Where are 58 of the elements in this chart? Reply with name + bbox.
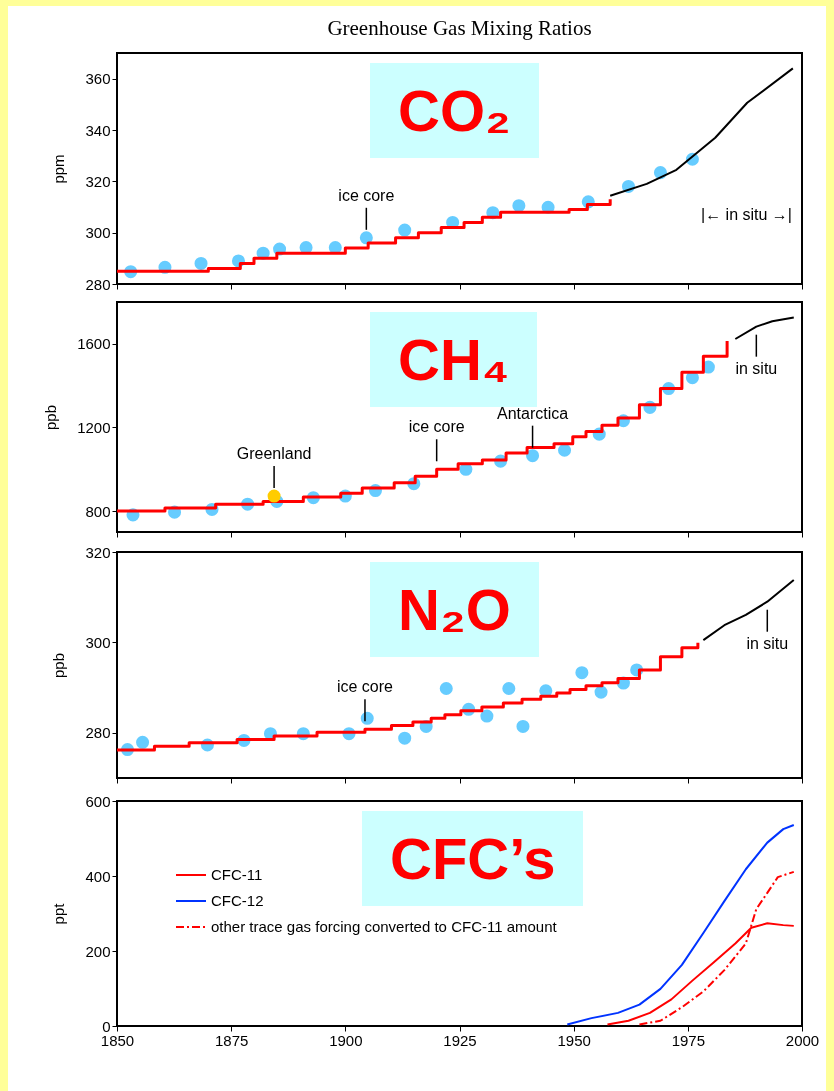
x-tick-label: 1925	[443, 1031, 477, 1049]
y-axis-title: ppt	[50, 902, 68, 925]
y-tick-label: 340	[85, 121, 111, 139]
y-tick-label: 320	[85, 543, 111, 561]
legend-label: CFC-11	[211, 866, 263, 883]
chart-subtitle: CO₂	[370, 63, 539, 159]
point	[267, 489, 281, 503]
y-tick-label: 1200	[77, 418, 111, 436]
point	[194, 256, 208, 270]
chart-subtitle: CFC’s	[362, 811, 584, 907]
y-tick-label: 280	[85, 275, 111, 293]
line-series	[609, 67, 794, 197]
x-tick-label: 1875	[214, 1031, 249, 1049]
y-tick-label: 360	[85, 70, 111, 88]
annotation: Greenland	[236, 445, 312, 463]
annotation: Antarctica	[497, 404, 569, 422]
y-tick-label: 320	[85, 172, 111, 190]
annotation: ice core	[408, 418, 465, 436]
point	[594, 685, 608, 699]
legend-label: CFC-12	[211, 892, 264, 909]
point	[439, 682, 453, 696]
annotation: |← in situ →|	[701, 205, 792, 223]
annotation: in situ	[735, 359, 778, 377]
x-tick-label: 1975	[671, 1031, 706, 1049]
y-tick-label: 800	[85, 502, 111, 520]
y-tick-label: 280	[85, 724, 111, 742]
point	[398, 223, 412, 237]
y-tick-label: 400	[85, 867, 111, 885]
x-tick-label: 1950	[557, 1031, 591, 1049]
chart-title: Greenhouse Gas Mixing Ratios	[327, 16, 592, 40]
point	[136, 735, 150, 749]
y-tick-label: 1600	[77, 335, 111, 353]
point	[575, 666, 589, 680]
point	[480, 709, 494, 723]
annotation: in situ	[746, 634, 789, 652]
y-tick-label: 600	[85, 792, 111, 810]
annotation: ice core	[336, 678, 394, 696]
y-tick-label: 200	[85, 942, 111, 960]
point	[558, 443, 572, 457]
line-series	[566, 824, 795, 1026]
chart-subtitle: CH₄	[398, 327, 510, 392]
point	[398, 731, 412, 745]
point	[502, 682, 516, 696]
chart-subtitle: N₂O	[370, 562, 539, 658]
annotation: ice core	[338, 186, 395, 204]
point	[516, 719, 530, 733]
point	[526, 449, 540, 463]
point	[512, 199, 526, 213]
x-tick-label: 2000	[785, 1031, 820, 1049]
x-tick-label: 1900	[329, 1031, 363, 1049]
point	[359, 231, 373, 245]
y-axis-title: ppb	[42, 404, 60, 431]
legend-label: other trace gas forcing converted to CFC-11 amount	[211, 918, 558, 935]
y-tick-label: 300	[85, 633, 111, 651]
y-axis-title: ppm	[50, 154, 68, 184]
y-axis-title: ppb	[50, 652, 68, 679]
line-series	[734, 316, 795, 341]
y-tick-label: 300	[85, 224, 111, 242]
